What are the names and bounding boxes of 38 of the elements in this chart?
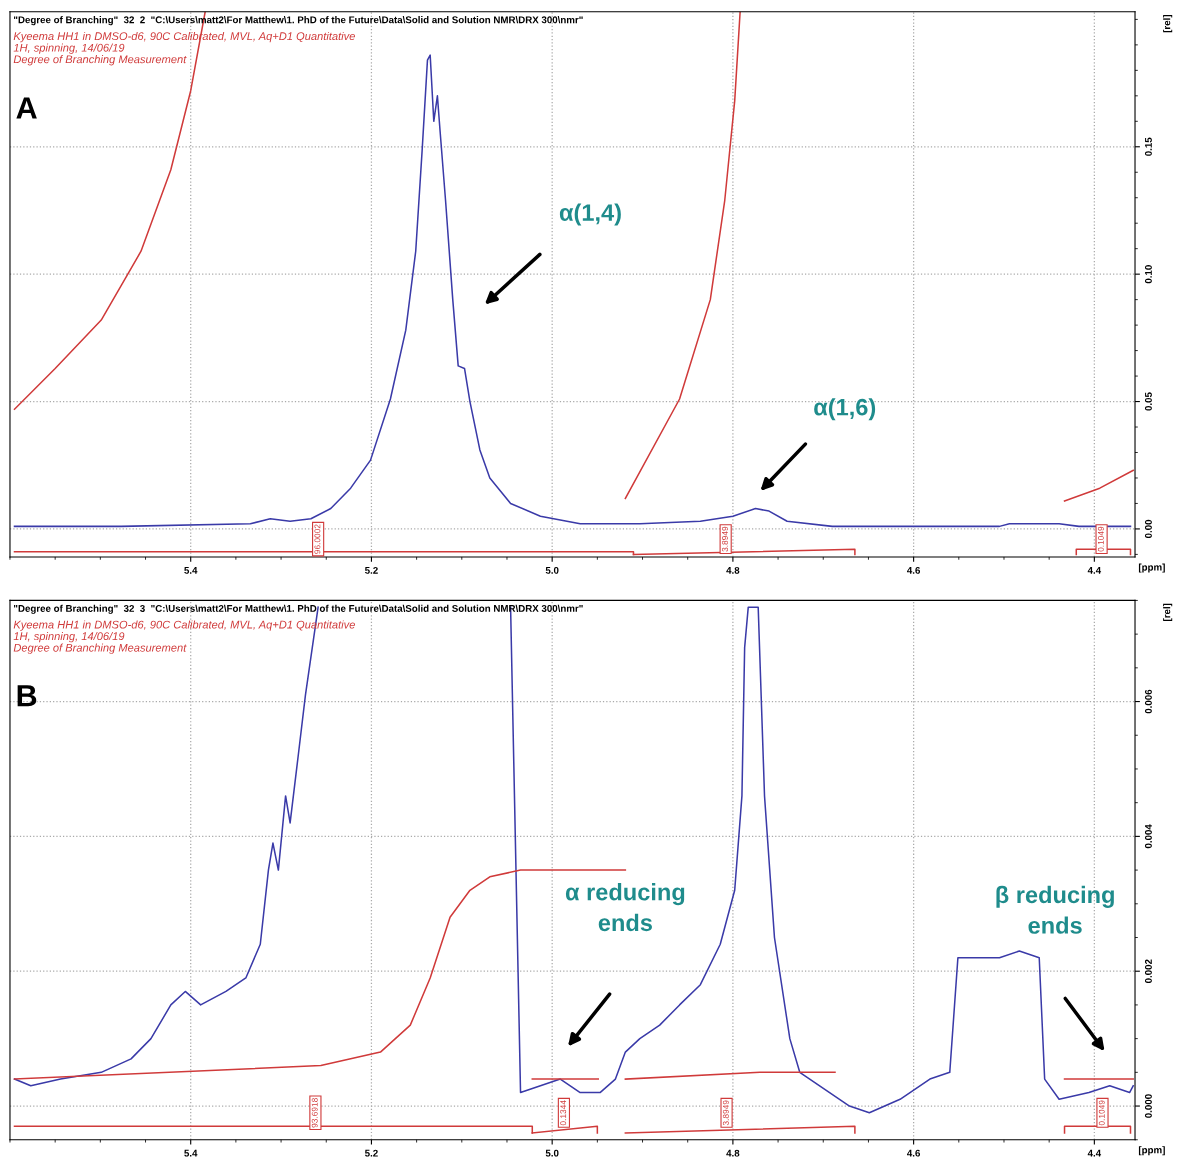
x-tick-label: 4.6 <box>907 1149 921 1157</box>
annotation: 0.1049 <box>1098 1100 1105 1126</box>
y-tick-label: 0.05 <box>1144 392 1152 411</box>
x-tick-label: 4.4 <box>1087 1149 1102 1157</box>
x-tick-label: 4.4 <box>1087 567 1102 574</box>
annotation: α(1,6) <box>814 398 876 421</box>
x-tick-label: 4.6 <box>907 566 921 574</box>
annotation: α reducing ends <box>565 883 685 932</box>
x-tick-label: 5.4 <box>184 567 198 574</box>
x-tick-label: 5.0 <box>545 566 559 574</box>
y-tick-label: 0.004 <box>1144 824 1152 849</box>
annotation: 3.8949 <box>722 526 728 552</box>
annotation: 3.8949 <box>722 1100 729 1126</box>
x-tick-label: 4.8 <box>726 566 740 574</box>
y-tick-label: 0.006 <box>1144 689 1152 714</box>
y-tick-label: 0.000 <box>1144 1094 1152 1118</box>
y-axis-title: [rel] <box>1163 15 1173 33</box>
annotation: α(1,4) <box>559 203 621 226</box>
x-tick-label: 4.8 <box>726 1149 740 1157</box>
chart-title: "Degree of Branching" 32 3 "C:\Users\matt2\For Matthew\1. PhD of the Future\Data\Solid and Solution NMR\DRX 300\nmr" <box>14 604 583 614</box>
annotation: B <box>17 685 37 707</box>
annotation: 96.0002 <box>314 524 321 554</box>
y-axis-title: [rel] <box>1163 603 1173 621</box>
x-tick-label: 5.2 <box>364 1149 378 1157</box>
annotation: A <box>16 97 37 119</box>
annotation: 0.1344 <box>560 1100 567 1126</box>
y-tick-label: 0.002 <box>1144 959 1152 983</box>
x-tick-label: 5.0 <box>545 1149 559 1157</box>
x-axis-title: [ppm] <box>1138 563 1165 573</box>
y-tick-label: 0.15 <box>1144 137 1152 156</box>
y-tick-label: 0.10 <box>1144 265 1152 284</box>
annotation: β reducing ends <box>996 885 1114 934</box>
x-tick-label: 5.4 <box>184 1149 198 1157</box>
y-tick-label: 0.00 <box>1144 519 1152 538</box>
annotation: 93.6918 <box>311 1098 318 1128</box>
x-tick-label: 5.2 <box>364 566 378 574</box>
x-axis-title: [ppm] <box>1138 1146 1165 1156</box>
annotation: 0.1049 <box>1097 526 1104 552</box>
